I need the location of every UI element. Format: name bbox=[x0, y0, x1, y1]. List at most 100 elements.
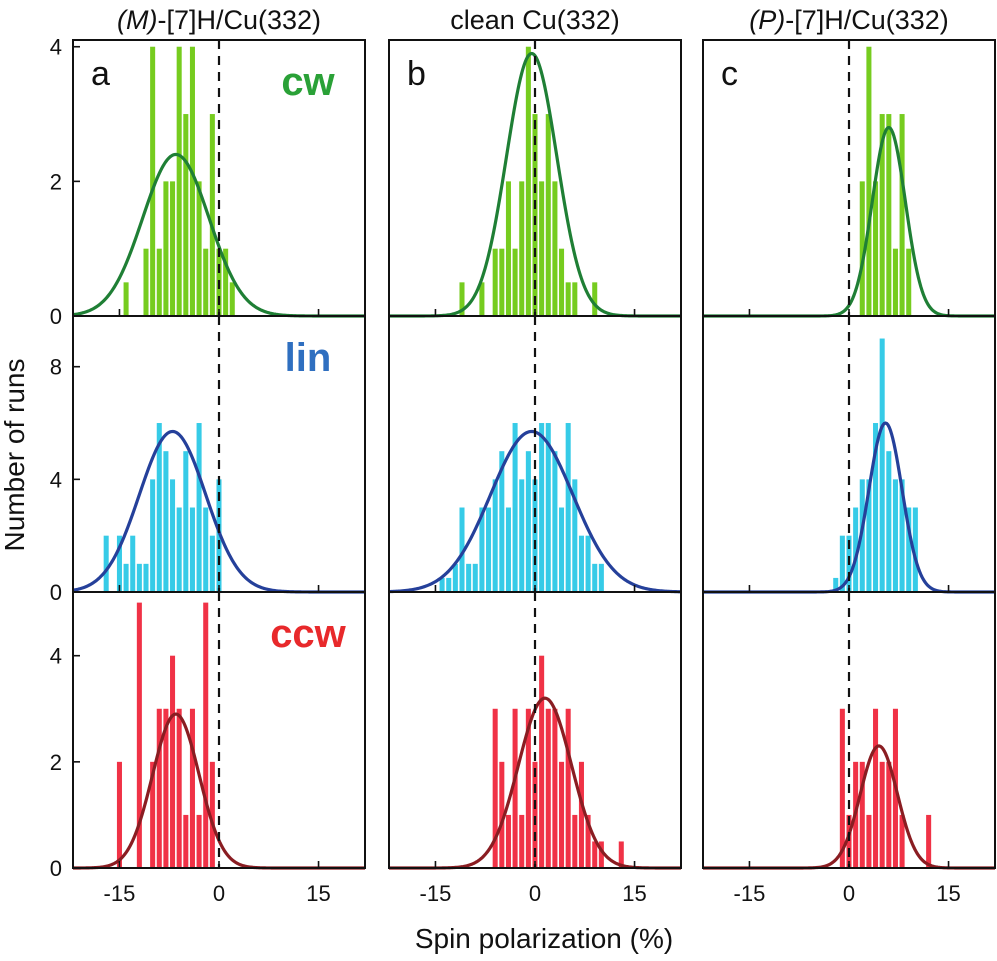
histogram-bar bbox=[559, 248, 565, 316]
histogram-bar bbox=[598, 563, 604, 592]
histogram-bar bbox=[156, 248, 162, 316]
histogram-bar bbox=[492, 479, 498, 592]
y-tick-label: 4 bbox=[50, 35, 62, 60]
histogram-bar bbox=[592, 563, 598, 592]
histogram-bar bbox=[196, 814, 202, 868]
histogram-bar bbox=[472, 563, 478, 592]
histogram-bar bbox=[585, 814, 591, 868]
shared-axes: Spin polarization (%) Number of runs bbox=[0, 359, 673, 954]
histogram-bar bbox=[209, 114, 215, 316]
histogram-bar bbox=[532, 114, 538, 316]
histogram-bar bbox=[879, 114, 885, 316]
histogram-bar bbox=[592, 841, 598, 868]
histogram-bar bbox=[899, 479, 905, 592]
histogram-bar bbox=[859, 761, 865, 868]
column-title-text: clean Cu(332) bbox=[450, 5, 620, 35]
histogram-bar bbox=[525, 451, 531, 592]
histogram-bar bbox=[499, 761, 505, 868]
histogram-bar bbox=[572, 814, 578, 868]
y-tick-label: 8 bbox=[50, 355, 62, 380]
column-title-italic: (P) bbox=[749, 5, 785, 35]
histogram-bar bbox=[532, 479, 538, 592]
histogram-bar bbox=[886, 451, 892, 592]
histogram-bar bbox=[229, 282, 235, 316]
histogram-bar bbox=[559, 507, 565, 592]
y-tick-label: 0 bbox=[50, 580, 62, 605]
histogram-bar bbox=[136, 602, 142, 868]
column-titles: (M)-[7]H/Cu(332) clean Cu(332) (P)-[7]H/Cu… bbox=[117, 5, 949, 35]
histogram-bar bbox=[176, 708, 182, 868]
x-axis-title: Spin polarization (%) bbox=[415, 923, 673, 954]
histogram-bar bbox=[565, 423, 571, 592]
histogram-bar bbox=[598, 841, 604, 868]
histogram-bar bbox=[539, 423, 545, 592]
histogram-bar bbox=[926, 814, 932, 868]
histogram-bar bbox=[525, 46, 531, 316]
x-tick-label: 0 bbox=[843, 881, 855, 906]
histogram-bar bbox=[156, 708, 162, 868]
histogram-bar bbox=[446, 577, 452, 592]
histogram-bar bbox=[519, 814, 525, 868]
histogram-bar bbox=[899, 814, 905, 868]
histogram-bar bbox=[545, 708, 551, 868]
histogram-bar bbox=[223, 248, 229, 316]
y-tick-label: 2 bbox=[50, 169, 62, 194]
histogram-bar bbox=[209, 761, 215, 868]
panel-letter: c bbox=[721, 55, 738, 93]
histogram-bar bbox=[866, 46, 872, 316]
histogram-bar bbox=[892, 248, 898, 316]
histogram-bar bbox=[519, 181, 525, 316]
histogram-bar bbox=[452, 563, 458, 592]
histogram-bar bbox=[906, 507, 912, 592]
panel-lin-a bbox=[72, 315, 366, 594]
histogram-bar bbox=[189, 46, 195, 316]
histogram-bar bbox=[532, 761, 538, 868]
histogram-bar bbox=[906, 248, 912, 316]
histogram-bar bbox=[512, 248, 518, 316]
histogram-bar bbox=[143, 248, 149, 316]
histogram-bar bbox=[183, 814, 189, 868]
histogram-bar bbox=[578, 535, 584, 592]
row-label-ccw: ccw bbox=[270, 612, 346, 656]
y-tick-label: 4 bbox=[50, 467, 62, 492]
panel-cw-b: b bbox=[388, 39, 682, 318]
histogram-bar bbox=[846, 814, 852, 868]
histogram-bar bbox=[203, 248, 209, 316]
histogram-bar bbox=[189, 507, 195, 592]
histogram-bar bbox=[505, 181, 511, 316]
column-title-italic: (M) bbox=[117, 5, 157, 35]
x-tick-label: 15 bbox=[306, 881, 330, 906]
column-title-text: -[7]H/Cu(332) bbox=[785, 5, 949, 35]
histogram-bar bbox=[103, 535, 109, 592]
histogram-bar bbox=[203, 507, 209, 592]
panel-frame bbox=[702, 591, 996, 869]
row-label-lin: lin bbox=[285, 336, 332, 380]
histogram-bar bbox=[492, 248, 498, 316]
x-tick-label: 0 bbox=[529, 881, 541, 906]
histogram-bar bbox=[163, 181, 169, 316]
histogram-bar bbox=[123, 563, 129, 592]
histogram-bar bbox=[136, 563, 142, 592]
histogram-bar bbox=[879, 761, 885, 868]
y-tick-label: 0 bbox=[50, 856, 62, 881]
column-title-text: -[7]H/Cu(332) bbox=[157, 5, 321, 35]
histogram-bar bbox=[873, 708, 879, 868]
x-tick-label: -15 bbox=[104, 881, 136, 906]
histogram-bar bbox=[539, 181, 545, 316]
histogram-bar bbox=[209, 535, 215, 592]
histogram-bar bbox=[886, 114, 892, 316]
panel-ccw-b bbox=[388, 591, 682, 870]
histogram-bar bbox=[492, 708, 498, 868]
histogram-bar bbox=[618, 841, 624, 868]
x-tick-label: 0 bbox=[213, 881, 225, 906]
panel-frame bbox=[72, 591, 366, 869]
x-tick-label: 15 bbox=[622, 881, 646, 906]
y-axis-title: Number of runs bbox=[0, 359, 30, 552]
histogram-bar bbox=[833, 577, 839, 592]
panel-lin-b bbox=[388, 315, 682, 594]
y-tick-label: 4 bbox=[50, 644, 62, 669]
histogram-bar bbox=[578, 761, 584, 868]
histogram-bar bbox=[512, 708, 518, 868]
panel-letter: a bbox=[91, 55, 110, 93]
